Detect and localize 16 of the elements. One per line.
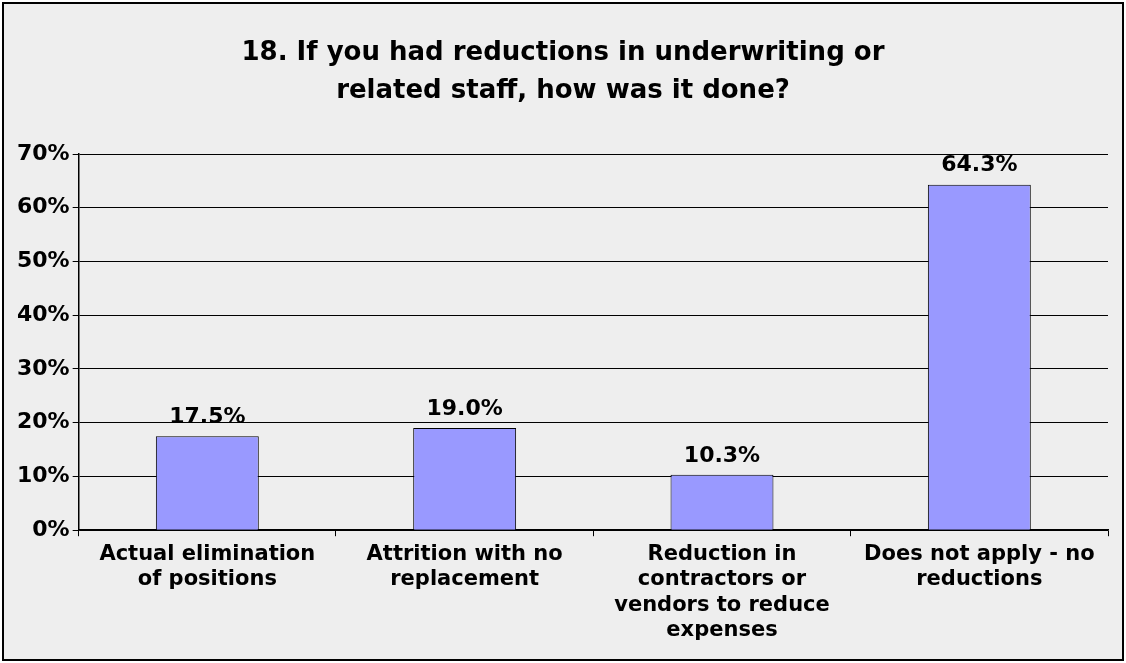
y-tick-label: 50%	[16, 247, 70, 273]
x-tick-label: Does not apply - no reductions	[864, 541, 1095, 591]
x-tick-label: Reduction in contractors or vendors to reduce expenses	[614, 541, 830, 641]
chart-title: 18. If you had reductions in underwriting or related staff, how was it done?	[240, 35, 886, 106]
x-tick-label: Attrition with no replacement	[366, 541, 563, 591]
x-tick-label: Actual elimination of positions	[99, 541, 316, 591]
y-tick-label: 40%	[16, 300, 70, 326]
data-label: 64.3%	[941, 151, 1018, 177]
y-tick-label: 0%	[32, 515, 70, 541]
y-tick-label: 70%	[16, 139, 70, 165]
y-tick-label: 60%	[16, 193, 70, 219]
data-label: 19.0%	[426, 394, 503, 420]
y-tick-label: 20%	[16, 408, 70, 434]
data-label: 10.3%	[683, 441, 761, 467]
y-tick-label: 30%	[16, 354, 70, 380]
y-tick-label: 10%	[16, 462, 70, 488]
